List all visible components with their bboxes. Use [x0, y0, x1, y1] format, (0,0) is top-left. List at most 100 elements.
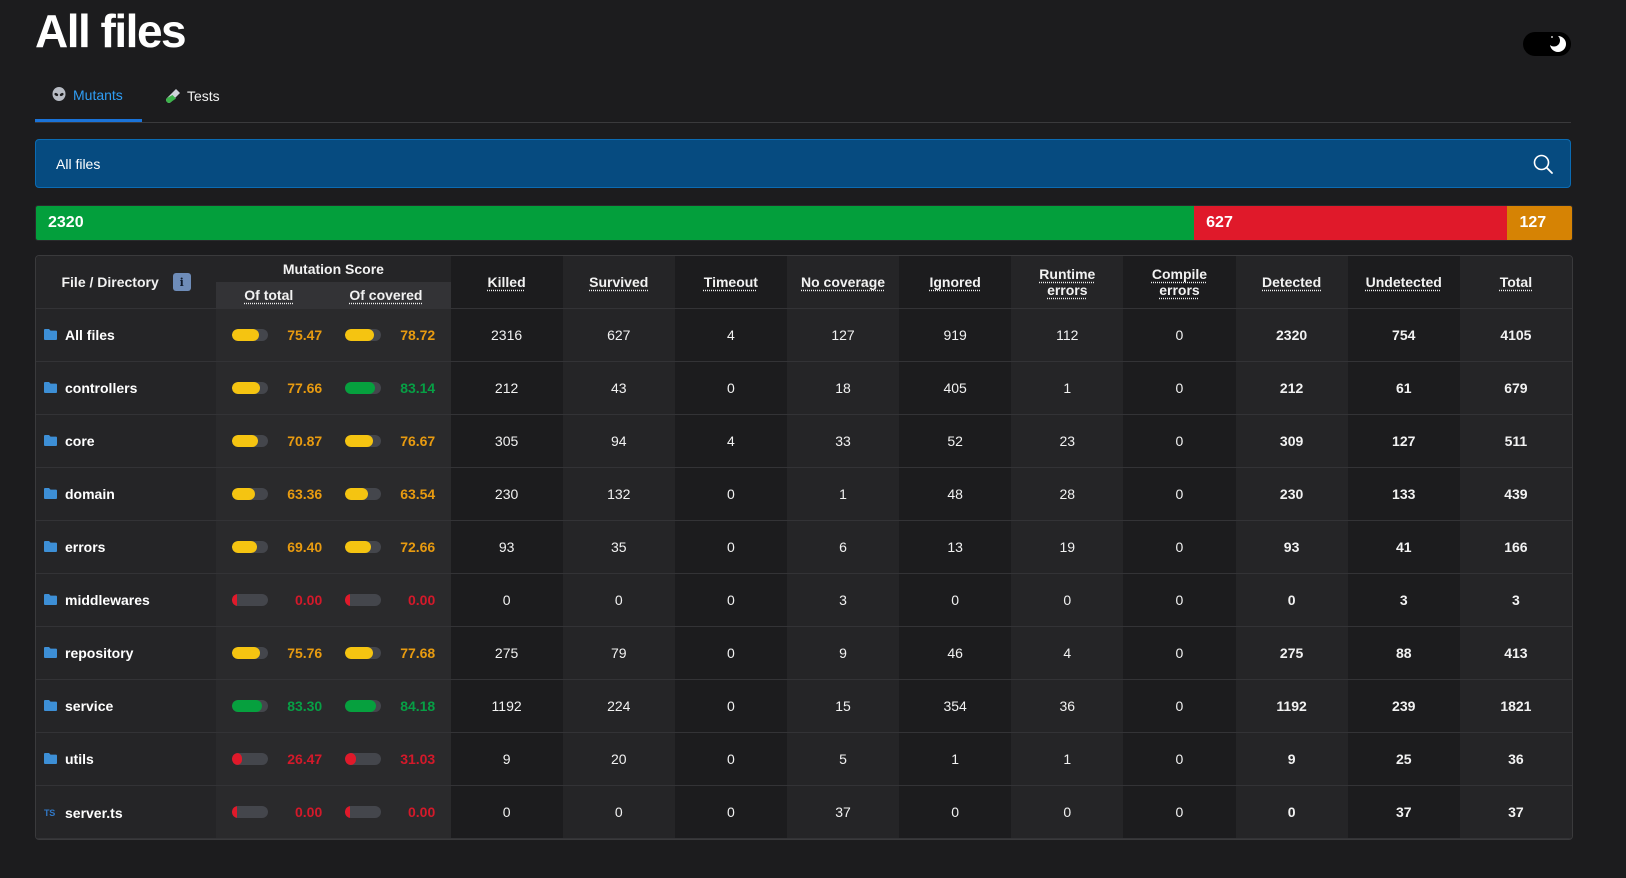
of-covered-score: 83.14 [329, 380, 442, 396]
survived-cell: 79 [562, 626, 675, 680]
file-link[interactable]: domain [44, 486, 115, 502]
file-link[interactable]: controllers [44, 380, 137, 396]
detected-cell: 9 [1235, 732, 1348, 786]
info-icon[interactable]: i [172, 273, 191, 291]
compile-errors-cell: 0 [1123, 361, 1236, 415]
mutation-score-cell: 83.30 84.18 [216, 679, 451, 733]
runtime-errors-header-line2[interactable]: errors [1047, 282, 1088, 298]
detected-header-label[interactable]: Detected [1262, 274, 1322, 290]
score-progress-fill [232, 488, 256, 500]
page-title: All files [35, 5, 187, 57]
file-cell: All files [36, 308, 217, 362]
search-icon[interactable] [1532, 153, 1554, 175]
folder-icon [44, 700, 57, 712]
table-row: utils 26.47 31.03 9 20 0 5 1 1 0 9 25 36 [36, 732, 1572, 786]
breadcrumb-item-all-files[interactable]: All files [56, 155, 101, 172]
survived-cell: 94 [562, 414, 675, 468]
total-cell: 166 [1459, 520, 1572, 574]
no-coverage-segment[interactable]: 127 [1507, 206, 1572, 240]
detected-cell: 275 [1235, 626, 1348, 680]
tab-mutants[interactable]: Mutants [35, 70, 142, 122]
score-value: 84.18 [400, 698, 436, 714]
typescript-file-icon: TS [44, 808, 55, 818]
undetected-header-label[interactable]: Undetected [1365, 274, 1442, 290]
score-progress-bar [345, 700, 382, 712]
survived-cell: 224 [562, 679, 675, 733]
detected-cell: 309 [1235, 414, 1348, 468]
total-cell: 3 [1459, 573, 1572, 627]
score-value: 0.00 [407, 592, 436, 608]
score-progress-fill [345, 700, 376, 712]
ignored-header-label[interactable]: Ignored [929, 274, 981, 290]
killed-cell: 0 [450, 573, 563, 627]
no-coverage-cell: 33 [786, 414, 900, 468]
undetected-cell: 239 [1347, 679, 1460, 733]
undetected-cell: 3 [1347, 573, 1460, 627]
score-value: 77.68 [400, 645, 436, 661]
score-progress-bar [232, 382, 269, 394]
compile-errors-header-line2[interactable]: errors [1159, 282, 1200, 298]
folder-icon [44, 753, 57, 765]
score-progress-bar [232, 329, 269, 341]
killed-segment[interactable]: 2320 [36, 206, 1195, 240]
metrics-table: File / Directory i Mutation Score Killed… [36, 256, 1572, 839]
file-link[interactable]: All files [44, 327, 115, 343]
of-total-header[interactable]: Of total [244, 287, 294, 303]
survived-cell: 627 [562, 308, 675, 362]
file-name: repository [65, 644, 134, 661]
compile-errors-header-line1[interactable]: Compile [1151, 266, 1208, 282]
file-link[interactable]: service [44, 698, 113, 714]
score-progress-fill [232, 594, 237, 606]
metrics-table-body: All files 75.47 78.72 2316 627 4 127 919 112 0 232… [36, 308, 1572, 839]
of-covered-score: 72.66 [329, 539, 442, 555]
score-value: 0.00 [294, 592, 323, 608]
compile-errors-cell: 0 [1123, 414, 1236, 468]
file-link[interactable]: middlewares [44, 592, 150, 608]
file-link[interactable]: utils [44, 751, 94, 767]
score-value: 26.47 [287, 751, 323, 767]
undetected-cell: 127 [1347, 414, 1460, 468]
killed-cell: 1192 [450, 679, 563, 733]
file-link[interactable]: repository [44, 645, 133, 661]
undetected-cell: 41 [1347, 520, 1460, 574]
score-progress-fill [232, 435, 258, 447]
detected-cell: 0 [1235, 785, 1348, 839]
ignored-cell: 919 [899, 308, 1012, 362]
score-progress-bar [345, 435, 382, 447]
file-name: service [65, 697, 114, 714]
theme-toggle[interactable] [1523, 32, 1571, 56]
file-link[interactable]: core [44, 433, 95, 449]
table-row: TS server.ts 0.00 0.00 0 0 0 37 0 0 0 0 37 37 [36, 785, 1572, 839]
killed-cell: 212 [450, 361, 563, 415]
no-coverage-cell: 37 [786, 785, 900, 839]
undetected-cell: 37 [1347, 785, 1460, 839]
file-link[interactable]: errors [44, 539, 105, 555]
of-total-score: 70.87 [216, 433, 329, 449]
runtime-errors-header-line1[interactable]: Runtime [1039, 266, 1096, 282]
timeout-header-label[interactable]: Timeout [703, 274, 758, 290]
total-cell: 679 [1459, 361, 1572, 415]
ignored-cell: 48 [899, 467, 1012, 521]
compile-errors-cell: 0 [1123, 467, 1236, 521]
survived-segment[interactable]: 627 [1194, 206, 1508, 240]
ignored-cell: 354 [899, 679, 1012, 733]
ignored-header: Ignored [899, 256, 1012, 309]
killed-header-label[interactable]: Killed [487, 274, 526, 290]
survived-header-label[interactable]: Survived [589, 274, 649, 290]
score-progress-fill [232, 382, 261, 394]
of-covered-score: 77.68 [329, 645, 442, 661]
score-progress-bar [345, 647, 382, 659]
no-coverage-header-label[interactable]: No coverage [801, 274, 886, 290]
score-value: 72.66 [400, 539, 436, 555]
of-covered-header[interactable]: Of covered [349, 287, 423, 303]
no-coverage-cell: 127 [786, 308, 900, 362]
total-header-label[interactable]: Total [1499, 274, 1533, 290]
file-directory-header: File / Directory i [36, 256, 217, 309]
timeout-header: Timeout [674, 256, 787, 309]
score-progress-bar [345, 382, 382, 394]
folder-icon [44, 541, 57, 553]
moon-icon [1549, 35, 1566, 52]
compile-errors-header: Compile errors [1123, 256, 1236, 309]
tab-tests[interactable]: Tests [165, 70, 220, 122]
file-link[interactable]: TS server.ts [44, 805, 123, 821]
